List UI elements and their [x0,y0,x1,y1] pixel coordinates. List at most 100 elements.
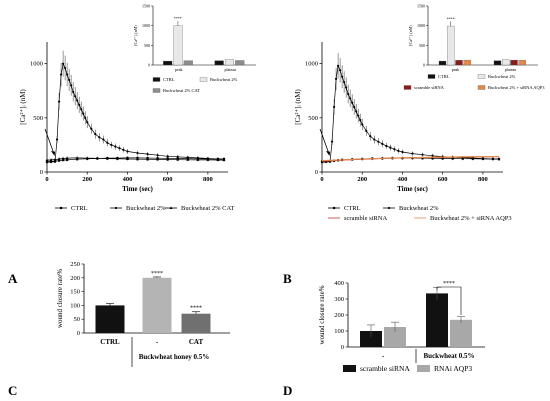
data-point [359,118,362,122]
inset-legend-swatch [403,85,412,90]
inset-legend-entry-a-1: Buckwheat 2% [199,77,238,82]
data-point [102,138,105,141]
data-point [196,158,200,161]
data-point [86,121,89,124]
x-tick-label-b: 800 [478,176,488,183]
group-label-c: Buckwheat honey 0.5% [139,353,210,361]
inset-legend-label: scramble siRNA [414,85,445,90]
stimulus-arrow-b [319,128,330,155]
y-tick-label-d: 0 [341,344,344,351]
data-point [90,127,93,130]
y-tick-label-d: 400 [334,280,344,287]
data-point [57,157,61,160]
data-point [74,95,77,98]
inset-legend-entry-b-0: CTRL [427,74,450,79]
data-point [75,156,79,159]
panel-label-c: C [8,383,17,398]
inset-y-axis-label-a: [Ca²⁺]ᵢ (nM) [133,25,138,46]
inset-y-tick-label-b: 1000 [417,23,425,28]
legend-entry-a-1: Buckwheat 2% [110,205,166,212]
data-point [222,158,226,162]
y-tick-label-c: 0 [77,330,80,337]
data-point [136,151,139,155]
inset-bar-a [183,60,193,66]
data-point [118,147,121,150]
inset-y-tick-label-b: 0 [423,63,425,68]
bar-c [181,313,211,333]
legend-label: CTRL [71,205,88,212]
data-point [66,158,69,161]
data-point [389,146,392,149]
data-point [196,156,199,160]
inset-y-tick-label-a: 1500 [142,4,150,9]
inset-legend-entry-b-3: Buckwheat 2% + siRNA AQP3 [477,85,545,90]
legend-swatch [417,365,430,372]
data-point [365,129,368,132]
data-point [393,148,396,151]
inset-bar-b [455,60,463,66]
data-point [68,78,71,82]
y-tick-label-c: 250 [70,261,80,268]
legend-label: scramble siRNA [360,364,410,373]
data-point [431,157,434,160]
x-tick-label-a: 200 [82,176,92,183]
panel-label-b: B [283,271,292,286]
inset-legend-entry-b-2: scramble siRNA [403,85,445,90]
data-point [381,142,384,145]
data-point [481,157,484,160]
legend-entry-d-0: scramble siRNA [343,364,410,373]
inset-bar-b [510,59,518,66]
data-point [78,103,81,106]
y-tick-label-b: 500 [308,115,318,122]
inset-bar-a [235,60,245,66]
data-point [76,99,79,102]
significance-c: **** [190,306,202,312]
data-point [106,141,109,144]
data-point [85,156,89,160]
y-tick-label-b: 0 [315,169,318,176]
inset-legend-swatch [477,85,486,90]
data-point [64,66,67,70]
data-point [156,157,160,161]
data-point [98,136,101,139]
legend-marker [169,206,173,209]
y-tick-label-c: 150 [70,289,80,296]
y-tick-label-a: 1000 [30,61,43,68]
inset-legend-swatch [152,77,161,82]
category-label-d: - [382,352,385,360]
data-point [70,84,73,87]
y-tick-label-b: 1000 [305,61,318,68]
data-point [343,80,346,84]
inset-legend-entry-a-0: CTRL [152,77,175,82]
data-point [330,140,334,143]
data-point [105,156,109,160]
inset-y-tick-label-b: 500 [419,43,425,48]
data-point [355,110,358,113]
data-point [206,158,210,161]
y-tick-label-c: 50 [74,316,81,323]
y-axis-label-c: wound closure rate% [56,269,64,328]
data-point [45,158,49,162]
x-axis-label-a: Time (sec) [122,185,153,193]
inset-bar-b [438,60,447,66]
data-point [94,132,97,136]
x-tick-label-b: 0 [320,176,323,183]
bar-d [360,331,382,347]
data-point [61,62,65,65]
data-point [377,140,380,143]
significance-d: **** [443,281,455,287]
legend-entry-b-3: Buckwheat 2% + siRNA AQP3 [414,215,512,222]
category-label-c: - [156,338,159,346]
inset-y-axis-label-b: [Ca²⁺]ᵢ (nM) [408,25,413,46]
x-tick-label-b: 200 [357,176,367,183]
data-point [115,157,119,160]
data-point [431,154,434,157]
legend-entry-b-1: Buckwheat 2% [383,205,439,212]
inset-legend-swatch [427,74,436,79]
bar-d [426,293,448,347]
inset-y-tick-label-a: 1000 [142,23,150,28]
stimulus-arrowhead-b [326,151,331,156]
inset-significance-b: **** [447,16,455,21]
y-axis-label-d: wound closure rate% [318,285,326,344]
